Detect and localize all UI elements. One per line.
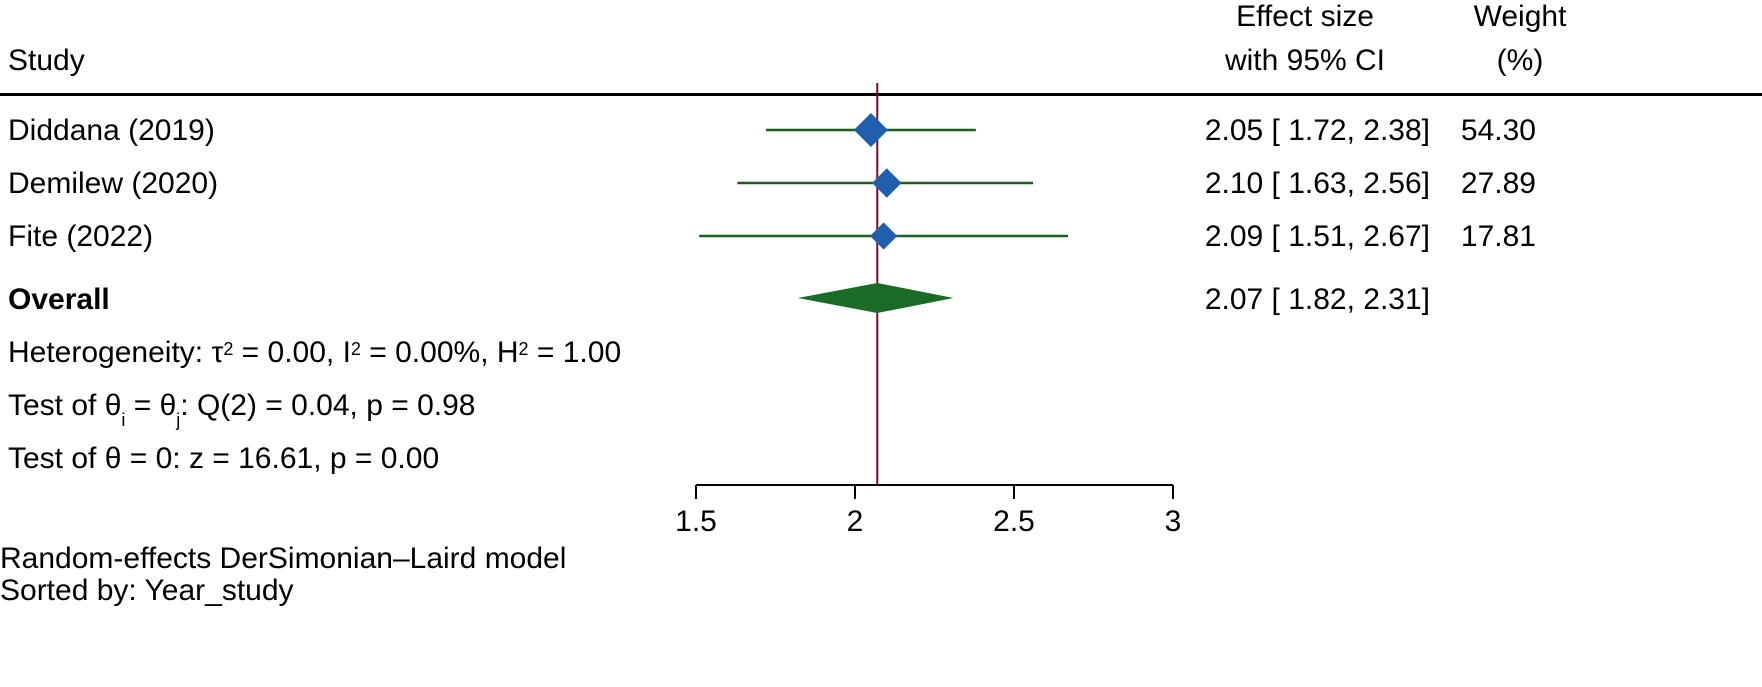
- study-effect-marker: [870, 222, 898, 250]
- x-axis-tick-label: 2.5: [993, 505, 1035, 538]
- study-label: Fite (2022): [8, 220, 154, 253]
- weight-header-line2: (%): [1496, 44, 1544, 77]
- study-ci-text: 2.05 [ 1.72, 2.38]: [1204, 114, 1430, 147]
- study-effect-marker: [872, 168, 902, 198]
- overall-label: Overall: [8, 283, 110, 316]
- study-weight: 27.89: [1460, 167, 1536, 200]
- study-weight: 54.30: [1460, 114, 1536, 147]
- effect-size-header-line1: Effect size: [1236, 0, 1374, 33]
- homogeneity-test: Test of θi = θj: Q(2) = 0.04, p = 0.98: [8, 389, 476, 430]
- weight-header-line1: Weight: [1473, 0, 1567, 33]
- study-ci-text: 2.10 [ 1.63, 2.56]: [1204, 167, 1430, 200]
- overall-effect-diamond: [797, 283, 954, 313]
- model-note: Random-effects DerSimonian–Laird model: [0, 542, 567, 575]
- study-label: Diddana (2019): [8, 114, 215, 147]
- overall-effect-test: Test of θ = 0: z = 16.61, p = 0.00: [8, 442, 440, 475]
- study-effect-marker: [853, 113, 888, 147]
- study-column-header: Study: [8, 44, 85, 77]
- header-rule: [0, 93, 1762, 96]
- overall-ci-text: 2.07 [ 1.82, 2.31]: [1204, 283, 1430, 316]
- effect-size-header-line2: with 95% CI: [1224, 44, 1386, 77]
- study-ci-text: 2.09 [ 1.51, 2.67]: [1204, 220, 1430, 253]
- x-axis-tick-label: 2: [847, 505, 864, 538]
- x-axis-tick-label: 1.5: [675, 505, 717, 538]
- sort-note: Sorted by: Year_study: [0, 574, 294, 607]
- x-axis-tick-label: 3: [1165, 505, 1182, 538]
- study-label: Demilew (2020): [8, 167, 219, 200]
- study-weight: 17.81: [1460, 220, 1536, 253]
- heterogeneity-stats: Heterogeneity: τ2 = 0.00, I2 = 0.00%, H2…: [8, 336, 622, 369]
